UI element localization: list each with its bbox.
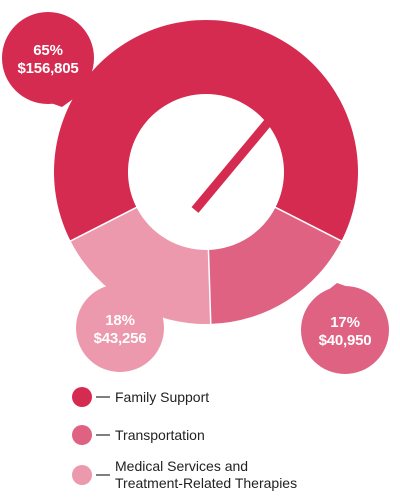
amount-label: $40,950 bbox=[319, 332, 372, 349]
legend-label: Family Support bbox=[115, 389, 209, 405]
percent-label: 18% bbox=[105, 312, 134, 329]
callout-transportation: 17%$40,950 bbox=[301, 283, 389, 374]
legend-swatch bbox=[72, 465, 92, 485]
amount-label: $43,256 bbox=[94, 330, 147, 347]
callout-bubble bbox=[2, 12, 94, 104]
diagonal-bar-icon bbox=[191, 117, 274, 213]
percent-label: 17% bbox=[330, 314, 359, 331]
legend-label: Medical Services and bbox=[115, 458, 248, 474]
slice-family-support bbox=[54, 20, 359, 242]
legend-entry: Transportation bbox=[72, 425, 205, 445]
callout-bubble bbox=[301, 286, 389, 374]
slice-divider bbox=[274, 206, 343, 243]
slice-medical-services-and-treatment-related-therapies bbox=[70, 207, 211, 324]
callout-family-support: 65%$156,805 bbox=[2, 12, 94, 107]
legend-entry: Family Support bbox=[72, 387, 209, 407]
slice-divider bbox=[207, 248, 212, 325]
legend-label: Transportation bbox=[115, 427, 205, 443]
slice-transportation bbox=[208, 207, 342, 324]
callout-bubble bbox=[76, 284, 164, 372]
callouts-layer: 65%$156,805 17%$40,950 18%$43,256 bbox=[2, 12, 389, 374]
legend: Family Support Transportation Medical Serv… bbox=[72, 387, 297, 491]
legend-swatch bbox=[72, 425, 92, 445]
slices-layer bbox=[54, 20, 359, 325]
amount-label: $156,805 bbox=[18, 60, 79, 77]
slice-divider bbox=[69, 206, 138, 243]
legend-swatch bbox=[72, 387, 92, 407]
percent-label: 65% bbox=[33, 42, 62, 59]
legend-label: Treatment-Related Therapies bbox=[115, 475, 297, 491]
callout-medical-services-and-treatment-related-therapies: 18%$43,256 bbox=[76, 280, 164, 372]
center-icon-layer bbox=[191, 117, 274, 213]
